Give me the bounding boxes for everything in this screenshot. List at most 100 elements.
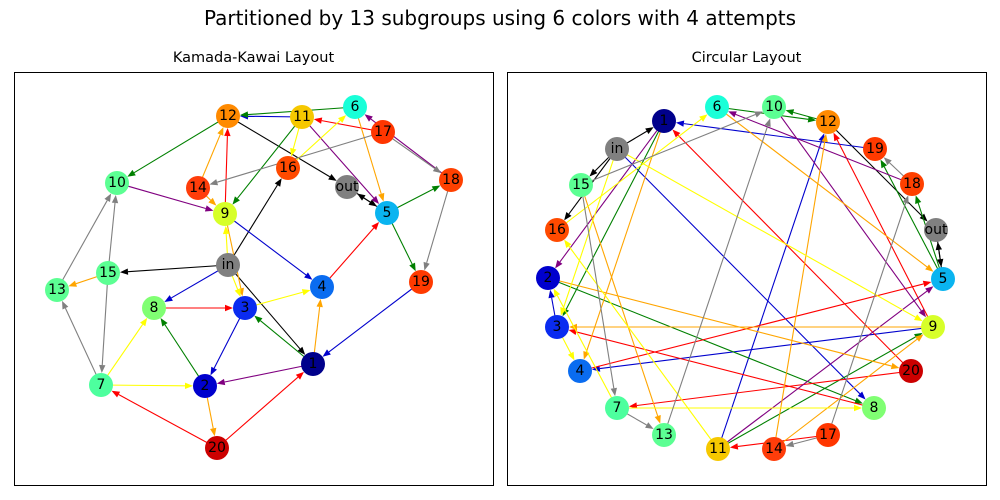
edge-18-to-19 <box>423 179 452 271</box>
node-2: 2 <box>193 374 217 398</box>
node-label: 9 <box>221 206 230 222</box>
edge-5-to-18 <box>915 195 944 280</box>
node-label: out <box>336 179 359 195</box>
node-label: 13 <box>48 282 66 298</box>
node-label: 5 <box>383 205 392 221</box>
edge-6-to-5 <box>716 106 934 272</box>
edge-17-to-14 <box>209 131 384 186</box>
node-label: 18 <box>903 176 921 192</box>
edge-11-to-5 <box>717 286 934 450</box>
node-label: 10 <box>108 175 126 191</box>
edge-8-to-3 <box>568 328 875 409</box>
node-5: 5 <box>931 267 955 291</box>
node-3: 3 <box>233 296 257 320</box>
node-6: 6 <box>705 95 729 119</box>
node-label: 3 <box>241 300 250 316</box>
edge-1-to-2 <box>555 120 665 269</box>
edge-17-to-18 <box>827 195 909 436</box>
node-3: 3 <box>545 315 569 339</box>
edge-6-to-5 <box>354 106 385 202</box>
node-4: 4 <box>310 275 334 299</box>
node-10: 10 <box>105 171 129 195</box>
edge-16-to-6 <box>556 114 708 231</box>
node-label: 5 <box>939 271 948 287</box>
node-label: out <box>925 222 948 238</box>
node-9: 9 <box>921 315 945 339</box>
edge-in-to-9 <box>616 148 923 322</box>
node-7: 7 <box>605 396 629 420</box>
edge-layer <box>547 106 944 450</box>
node-19: 19 <box>409 270 433 294</box>
node-label: 12 <box>219 108 237 124</box>
node-label: 17 <box>819 427 837 443</box>
node-label: 19 <box>866 141 884 157</box>
node-label: 6 <box>351 99 360 115</box>
node-label: 11 <box>709 441 727 457</box>
edge-15-to-7 <box>580 184 617 397</box>
node-label: 15 <box>572 177 590 193</box>
node-label: 10 <box>765 99 783 115</box>
node-12: 12 <box>816 110 840 134</box>
node-label: 7 <box>97 377 106 393</box>
node-label: 11 <box>293 109 311 125</box>
left-panel-title: Kamada-Kawai Layout <box>172 50 335 66</box>
node-1: 1 <box>652 109 676 133</box>
node-label: 2 <box>201 378 210 394</box>
edge-6-to-12 <box>716 106 817 123</box>
edge-20-to-1 <box>672 129 912 372</box>
edge-20-to-7 <box>628 370 912 409</box>
node-11: 11 <box>290 105 314 129</box>
edge-in-to-1 <box>227 264 306 355</box>
node-8: 8 <box>142 296 166 320</box>
node-14: 14 <box>186 176 210 200</box>
edge-14-to-12 <box>773 133 828 450</box>
edge-7-to-8 <box>100 317 148 386</box>
edge-2-to-20 <box>547 277 900 370</box>
node-20: 20 <box>899 359 923 383</box>
node-12: 12 <box>216 104 240 128</box>
edge-5-to-19 <box>880 159 944 280</box>
edge-19-to-1 <box>675 120 876 150</box>
edge-20-to-1 <box>216 371 304 449</box>
edge-1-to-2 <box>216 363 314 386</box>
node-19: 19 <box>863 137 887 161</box>
node-14: 14 <box>762 437 786 461</box>
edge-7-to-2 <box>100 382 194 390</box>
node-in: in <box>216 253 240 277</box>
node-13: 13 <box>45 278 69 302</box>
node-18: 18 <box>900 172 924 196</box>
right-panel-title: Circular Layout <box>691 50 802 66</box>
figure-title: Partitioned by 13 subgroups using 6 colo… <box>203 6 797 30</box>
edge-14-to-9 <box>773 334 924 450</box>
edge-9-to-12 <box>833 132 934 328</box>
node-label: 4 <box>576 363 585 379</box>
edge-13-to-10 <box>663 118 771 436</box>
panel-frame <box>507 72 987 486</box>
node-label: 14 <box>765 441 783 457</box>
node-label: 1 <box>660 113 669 129</box>
edge-in-to-8 <box>616 148 866 400</box>
node-5: 5 <box>375 201 399 225</box>
node-17: 17 <box>816 423 840 447</box>
node-label: 15 <box>99 265 117 281</box>
node-9: 9 <box>213 202 237 226</box>
node-18: 18 <box>439 168 463 192</box>
node-label: in <box>222 257 235 273</box>
node-2: 2 <box>536 266 560 290</box>
edge-13-to-10 <box>56 193 112 291</box>
node-15: 15 <box>569 173 593 197</box>
node-label: 16 <box>279 160 297 176</box>
edge-in-to-16 <box>564 148 618 221</box>
node-15: 15 <box>96 261 120 285</box>
node-10: 10 <box>762 95 786 119</box>
node-label: 13 <box>655 427 673 443</box>
edge-19-to-1 <box>322 281 422 357</box>
node-label: 4 <box>318 279 327 295</box>
edge-11-to-5 <box>301 116 380 205</box>
edge-15-to-7 <box>99 272 109 374</box>
node-8: 8 <box>862 396 886 420</box>
